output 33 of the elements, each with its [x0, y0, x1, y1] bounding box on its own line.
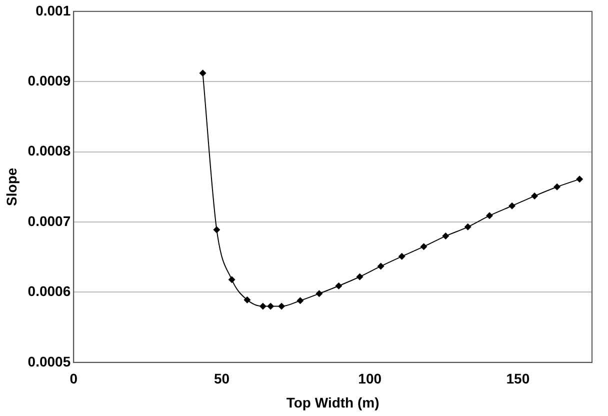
y-tick-label: 0.0008 [28, 142, 71, 159]
y-tick-label: 0.0009 [28, 72, 71, 88]
y-tick-label: 0.001 [36, 2, 71, 18]
point [228, 276, 236, 284]
point [213, 226, 220, 234]
x-tick-label: 100 [358, 370, 382, 387]
x-tick-label: 50 [214, 370, 230, 387]
y-axis-title: Slope [3, 168, 20, 206]
y-tick-label: 0.0005 [28, 353, 71, 370]
x-tick-label: 0 [70, 370, 78, 387]
point [508, 202, 516, 210]
point [576, 176, 584, 183]
point [398, 252, 406, 260]
point [377, 262, 384, 270]
point [464, 223, 472, 230]
point [278, 302, 286, 310]
point [244, 296, 251, 304]
point [554, 183, 561, 190]
x-axis-title: Top Width (m) [286, 394, 380, 410]
point [442, 232, 450, 240]
point [267, 302, 274, 310]
x-tick-label: 150 [506, 370, 530, 387]
point [199, 70, 206, 77]
point [531, 192, 538, 200]
y-tick-label: 0.0007 [28, 212, 71, 229]
point [259, 302, 266, 310]
y-tick-label: 0.0006 [28, 283, 71, 300]
point [486, 212, 494, 220]
point [316, 290, 323, 298]
point [356, 273, 364, 280]
point [335, 282, 342, 290]
point [420, 243, 428, 250]
point [296, 297, 304, 304]
